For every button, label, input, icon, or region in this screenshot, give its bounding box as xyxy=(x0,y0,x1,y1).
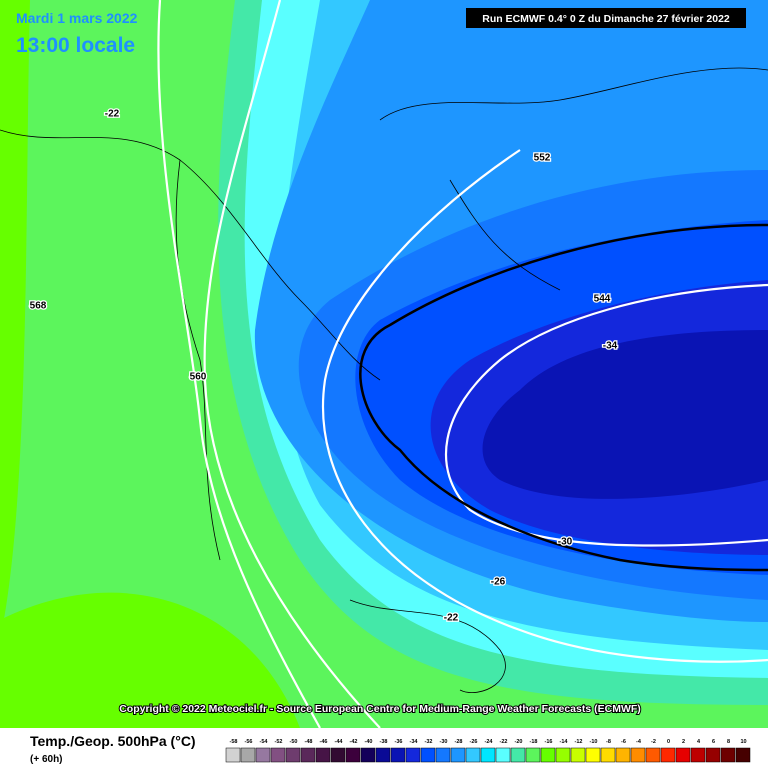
legend-label: -38 xyxy=(380,739,388,745)
warm-area xyxy=(0,0,300,728)
legend-swatch xyxy=(255,747,271,763)
legend-swatch xyxy=(300,747,316,763)
legend-label: 2 xyxy=(682,739,685,745)
contour-label: -30 xyxy=(558,537,573,548)
legend-label: -6 xyxy=(621,739,626,745)
contour-label: 544 xyxy=(594,294,611,305)
legend-swatch xyxy=(555,747,571,763)
legend-swatch xyxy=(315,747,331,763)
legend-label: -40 xyxy=(365,739,373,745)
legend-swatch xyxy=(435,747,451,763)
legend-swatch xyxy=(450,747,466,763)
legend-swatch xyxy=(270,747,286,763)
legend-swatch xyxy=(510,747,526,763)
legend-swatch xyxy=(420,747,436,763)
legend-label: -10 xyxy=(590,739,598,745)
legend-swatch xyxy=(615,747,631,763)
legend-label: -20 xyxy=(515,739,523,745)
legend-label: -36 xyxy=(395,739,403,745)
legend-swatch xyxy=(720,747,736,763)
legend-label: -50 xyxy=(290,739,298,745)
legend-swatch xyxy=(675,747,691,763)
legend-swatch xyxy=(465,747,481,763)
contour-label: -26 xyxy=(491,577,506,588)
legend-swatch xyxy=(330,747,346,763)
legend-swatch xyxy=(345,747,361,763)
legend-swatch xyxy=(390,747,406,763)
run-info: Run ECMWF 0.4° 0 Z du Dimanche 27 févrie… xyxy=(482,13,730,25)
legend-label: -12 xyxy=(575,739,583,745)
legend-label: -54 xyxy=(260,739,269,745)
legend-swatch xyxy=(495,747,511,763)
legend-label: -2 xyxy=(651,739,656,745)
contour-label: 560 xyxy=(190,372,207,383)
legend-label: -28 xyxy=(455,739,463,745)
legend-label: -44 xyxy=(335,739,344,745)
legend-swatch xyxy=(405,747,421,763)
legend-label: -24 xyxy=(485,739,494,745)
legend-label: -30 xyxy=(440,739,448,745)
legend-lead: (+ 60h) xyxy=(30,754,63,765)
legend-label: -46 xyxy=(320,739,328,745)
legend-swatch xyxy=(540,747,556,763)
legend-label: -32 xyxy=(425,739,433,745)
contour-label: -34 xyxy=(603,341,618,352)
run-box xyxy=(466,8,746,28)
legend-label: 10 xyxy=(740,739,746,745)
legend-label: -8 xyxy=(606,739,611,745)
legend-swatch xyxy=(570,747,586,763)
legend-swatch xyxy=(630,747,646,763)
legend-label: 4 xyxy=(697,739,701,745)
legend-label: -18 xyxy=(530,739,538,745)
legend-swatch xyxy=(735,747,751,763)
borders xyxy=(0,67,768,693)
legend-swatch xyxy=(645,747,661,763)
legend-label: -42 xyxy=(350,739,358,745)
legend-swatch xyxy=(285,747,301,763)
copyright: Copyright © 2022 Meteociel.fr - Source E… xyxy=(119,703,641,715)
contour-label: -22 xyxy=(105,109,120,120)
legend-swatch xyxy=(585,747,601,763)
legend-label: -52 xyxy=(275,739,283,745)
legend-swatch xyxy=(225,747,241,763)
legend-label: -22 xyxy=(500,739,508,745)
legend-swatch xyxy=(600,747,616,763)
legend-swatch xyxy=(525,747,541,763)
legend-label: -26 xyxy=(470,739,478,745)
legend-title: Temp./Geop. 500hPa (°C) xyxy=(30,733,196,749)
legend-label: -4 xyxy=(636,739,642,745)
legend-label: -34 xyxy=(410,739,419,745)
legend-swatch xyxy=(360,747,376,763)
band xyxy=(482,330,768,499)
time: 13:00 locale xyxy=(16,34,135,57)
legend-label: -48 xyxy=(305,739,313,745)
legend-label: -58 xyxy=(230,739,238,745)
legend-label: -14 xyxy=(560,739,569,745)
legend-swatch xyxy=(480,747,496,763)
legend-label: 0 xyxy=(667,739,670,745)
date: Mardi 1 mars 2022 xyxy=(16,10,138,26)
thick-contour xyxy=(359,223,768,572)
legend-swatch xyxy=(375,747,391,763)
legend-label: -16 xyxy=(545,739,553,745)
legend-label: 6 xyxy=(712,739,715,745)
legend-swatch xyxy=(705,747,721,763)
legend-label: -56 xyxy=(245,739,253,745)
legend-swatch xyxy=(660,747,676,763)
legend-swatch xyxy=(240,747,256,763)
legend-label: 8 xyxy=(727,739,730,745)
geopotential-contours xyxy=(157,0,768,729)
contour-label: 552 xyxy=(534,153,551,164)
contour-label: 568 xyxy=(30,301,47,312)
contour-label: -22 xyxy=(444,613,459,624)
legend-swatch xyxy=(690,747,706,763)
